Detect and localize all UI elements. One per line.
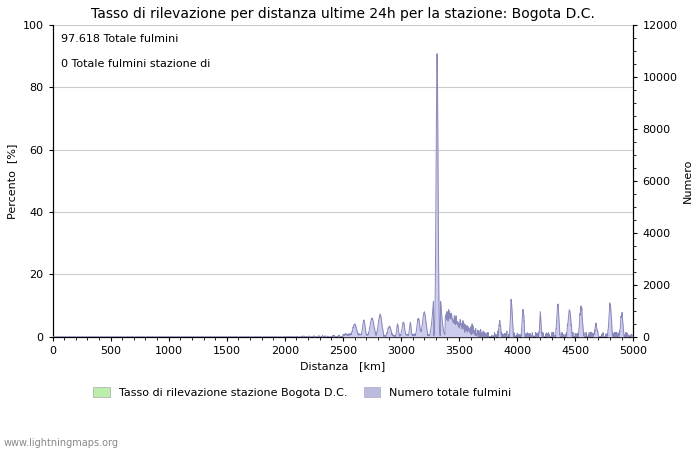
Title: Tasso di rilevazione per distanza ultime 24h per la stazione: Bogota D.C.: Tasso di rilevazione per distanza ultime…: [91, 7, 595, 21]
X-axis label: Distanza   [km]: Distanza [km]: [300, 361, 386, 371]
Text: 0 Totale fulmini stazione di: 0 Totale fulmini stazione di: [61, 59, 211, 69]
Y-axis label: Numero: Numero: [683, 159, 693, 203]
Text: 97.618 Totale fulmini: 97.618 Totale fulmini: [61, 34, 178, 44]
Legend: Tasso di rilevazione stazione Bogota D.C., Numero totale fulmini: Tasso di rilevazione stazione Bogota D.C…: [89, 383, 516, 403]
Y-axis label: Percento  [%]: Percento [%]: [7, 143, 17, 219]
Text: www.lightningmaps.org: www.lightningmaps.org: [4, 438, 118, 448]
